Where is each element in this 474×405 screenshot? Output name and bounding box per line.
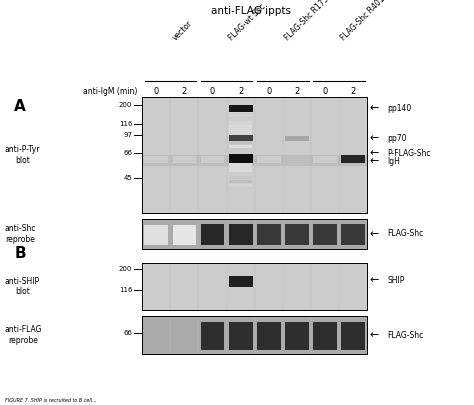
Bar	[229, 135, 253, 141]
Text: 45: 45	[124, 175, 132, 181]
Text: 0: 0	[154, 87, 159, 96]
Bar	[229, 129, 252, 133]
Bar	[285, 156, 309, 163]
Bar	[229, 122, 252, 125]
Text: 200: 200	[119, 102, 132, 108]
Text: ←: ←	[370, 330, 379, 340]
Bar	[170, 155, 199, 166]
Bar	[227, 155, 255, 166]
Text: ←: ←	[370, 275, 379, 286]
Text: ←: ←	[370, 156, 379, 166]
Bar	[229, 172, 252, 176]
Text: SHIP: SHIP	[388, 276, 405, 285]
Bar	[229, 160, 252, 164]
Text: B: B	[14, 246, 26, 261]
Bar	[285, 322, 309, 350]
Text: anti-Shc
reprobe: anti-Shc reprobe	[5, 224, 36, 243]
Text: 2: 2	[294, 87, 300, 96]
Text: FLAG-wt Shc: FLAG-wt Shc	[227, 2, 267, 43]
Bar	[142, 155, 170, 166]
Text: anti-SHIP
blot: anti-SHIP blot	[5, 277, 40, 296]
Text: anti-IgM (min): anti-IgM (min)	[83, 87, 137, 96]
Text: FLAG-Shc R401M: FLAG-Shc R401M	[339, 0, 392, 43]
Bar	[229, 168, 252, 172]
Text: ←: ←	[370, 229, 379, 239]
Bar	[257, 322, 281, 350]
Bar	[229, 276, 253, 287]
Text: 66: 66	[123, 330, 132, 336]
Bar	[229, 113, 252, 117]
Bar	[229, 183, 252, 187]
Text: 97: 97	[123, 132, 132, 138]
Text: 66: 66	[123, 149, 132, 156]
Bar	[201, 224, 224, 245]
Bar	[313, 322, 337, 350]
Text: anti-P-Tyr
blot: anti-P-Tyr blot	[5, 145, 40, 164]
Bar	[229, 176, 252, 179]
Bar	[201, 156, 224, 163]
Bar	[341, 322, 365, 350]
Text: 0: 0	[210, 87, 215, 96]
Bar	[285, 224, 309, 245]
Bar	[229, 141, 252, 145]
Bar	[313, 156, 337, 163]
Text: 2: 2	[238, 87, 243, 96]
Bar	[285, 136, 309, 141]
Bar	[229, 224, 253, 245]
Bar	[145, 225, 168, 245]
Bar	[229, 145, 252, 148]
Text: IgH: IgH	[388, 157, 401, 166]
Text: FLAG-Shc R175M: FLAG-Shc R175M	[283, 0, 335, 43]
Bar	[229, 164, 252, 168]
Bar	[229, 149, 252, 152]
Text: FLAG-Shc: FLAG-Shc	[388, 229, 424, 239]
Bar	[255, 155, 283, 166]
Bar	[229, 125, 252, 129]
Text: 0: 0	[322, 87, 328, 96]
Bar	[229, 322, 253, 350]
Bar	[229, 137, 252, 141]
Text: anti-FLAG
reprobe: anti-FLAG reprobe	[5, 326, 42, 345]
Bar	[173, 156, 196, 163]
Text: 2: 2	[351, 87, 356, 96]
Text: ←: ←	[370, 148, 379, 158]
Bar	[311, 155, 339, 166]
Bar	[313, 224, 337, 245]
Bar	[229, 180, 252, 183]
Bar	[145, 156, 168, 163]
Bar	[283, 155, 311, 166]
Bar	[229, 105, 253, 112]
Text: 116: 116	[119, 121, 132, 127]
Text: vector: vector	[170, 19, 194, 43]
Bar	[341, 155, 365, 163]
Bar	[229, 110, 252, 113]
Bar	[229, 156, 252, 160]
Text: anti-FLAG ippts: anti-FLAG ippts	[211, 6, 291, 16]
Bar	[229, 133, 252, 137]
Text: pp70: pp70	[388, 134, 407, 143]
Bar	[199, 155, 227, 166]
Bar	[201, 322, 224, 350]
Text: ←: ←	[370, 103, 379, 113]
Bar	[229, 152, 252, 156]
Text: A: A	[14, 99, 26, 114]
Bar	[257, 224, 281, 245]
Bar	[339, 155, 367, 166]
Text: 2: 2	[182, 87, 187, 96]
Text: P-FLAG-Shc: P-FLAG-Shc	[388, 149, 431, 158]
Bar	[173, 225, 196, 245]
Bar	[341, 224, 365, 245]
Bar	[257, 156, 281, 163]
Text: FLAG-Shc: FLAG-Shc	[388, 330, 424, 340]
Text: 116: 116	[119, 287, 132, 293]
Bar	[229, 154, 253, 163]
Bar	[229, 117, 252, 121]
Text: pp140: pp140	[388, 104, 412, 113]
Text: FIGURE 7. SHIP is recruited to B cell...: FIGURE 7. SHIP is recruited to B cell...	[5, 398, 96, 403]
Text: 0: 0	[266, 87, 272, 96]
Text: ←: ←	[370, 133, 379, 143]
Text: 200: 200	[119, 266, 132, 272]
